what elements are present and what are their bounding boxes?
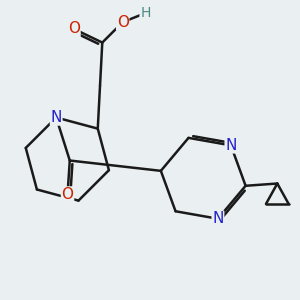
Text: N: N — [225, 138, 237, 153]
Text: H: H — [140, 6, 151, 20]
Text: N: N — [212, 211, 224, 226]
Text: O: O — [68, 22, 80, 37]
Text: N: N — [50, 110, 62, 125]
Text: O: O — [61, 187, 74, 202]
Text: O: O — [117, 15, 129, 30]
